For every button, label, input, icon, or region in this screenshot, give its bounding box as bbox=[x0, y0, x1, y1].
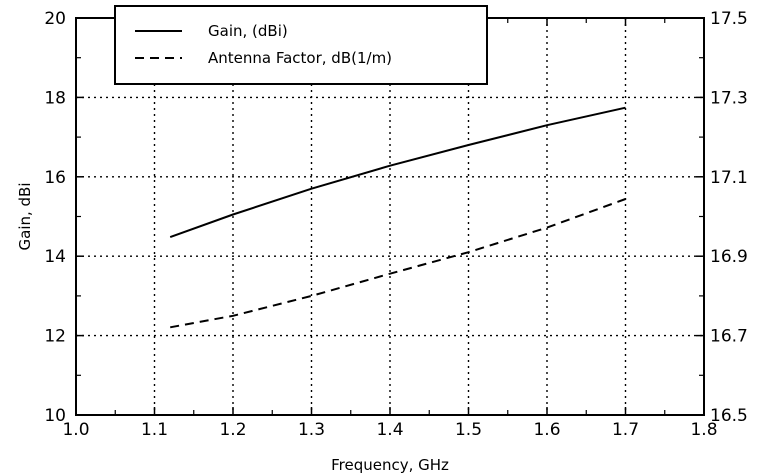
x-axis-label: Frequency, GHz bbox=[331, 456, 449, 474]
x-tick-label: 1.5 bbox=[455, 420, 482, 440]
x-tick-label: 1.8 bbox=[690, 420, 717, 440]
x-tick-label: 1.7 bbox=[612, 420, 639, 440]
legend-label-2: Antenna Factor, dB(1/m) bbox=[208, 49, 392, 67]
y-tick-label: 16 bbox=[44, 168, 66, 188]
y-tick-label: 20 bbox=[44, 9, 66, 29]
series-line-2 bbox=[170, 198, 626, 329]
legend-box bbox=[114, 5, 488, 85]
tick-labels: 1.0 1.1 1.2 1.3 1.4 1.5 1.6 1.7 1.8 10 12 14 16 18 20 1… bbox=[44, 9, 748, 440]
x-tick-label: 1.0 bbox=[62, 420, 89, 440]
y2-tick-label: 17.3 bbox=[710, 88, 748, 108]
y-tick-label: 10 bbox=[44, 406, 66, 426]
y2-tick-label: 16.7 bbox=[710, 327, 748, 347]
y-tick-label: 18 bbox=[44, 88, 66, 108]
legend-label-1: Gain, (dBi) bbox=[208, 22, 288, 40]
series-group bbox=[169, 106, 626, 329]
y-axis-label: Gain, dBi bbox=[16, 182, 34, 250]
series-line-1 bbox=[169, 106, 626, 239]
y-tick-label: 12 bbox=[44, 327, 66, 347]
x-tick-label: 1.4 bbox=[376, 420, 403, 440]
y2-tick-label: 17.5 bbox=[710, 9, 748, 29]
y2-tick-label: 16.5 bbox=[710, 406, 748, 426]
legend: Gain, (dBi) Antenna Factor, dB(1/m) bbox=[114, 5, 488, 85]
y2-tick-label: 17.1 bbox=[710, 168, 748, 188]
y-tick-label: 14 bbox=[44, 247, 66, 267]
x-tick-label: 1.1 bbox=[141, 420, 168, 440]
y2-tick-label: 16.9 bbox=[710, 247, 748, 267]
x-tick-label: 1.3 bbox=[298, 420, 325, 440]
x-tick-label: 1.6 bbox=[533, 420, 560, 440]
x-tick-label: 1.2 bbox=[219, 420, 246, 440]
